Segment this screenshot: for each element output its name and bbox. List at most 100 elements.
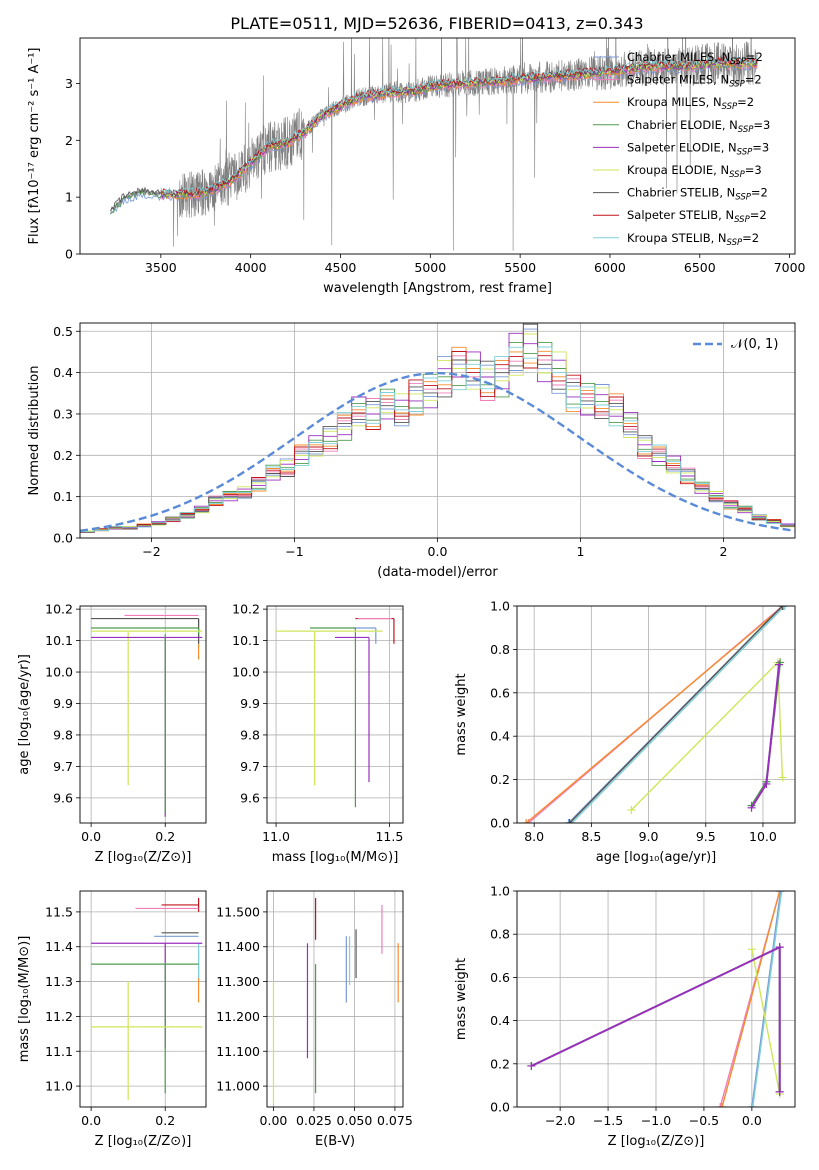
y-tick-label: 0.4 xyxy=(490,729,510,744)
plot-area xyxy=(110,38,758,251)
y-tick-label: 11.2 xyxy=(45,1009,73,1024)
residuals-legend: 𝒩(0, 1) xyxy=(693,337,778,352)
y-tick-label: 9.8 xyxy=(240,727,260,742)
weight-line-chabrier-miles xyxy=(751,891,782,1107)
weight-marker xyxy=(777,891,786,895)
weight-line-salpeter-elodie xyxy=(530,945,781,1092)
model-line-kroupa-stelib xyxy=(160,56,758,196)
y-tick-label: 10.1 xyxy=(232,633,260,648)
y-axis-label: mass [log₁₀(M/M⊙)] xyxy=(17,936,32,1063)
errorbar-point-salpeter-stelib xyxy=(161,897,200,912)
y-tick-label: 1.0 xyxy=(490,599,510,614)
legend-entry-label: 𝒩(0, 1) xyxy=(731,337,778,352)
x-tick-label: 3500 xyxy=(145,260,177,275)
axes-frame xyxy=(79,890,207,1108)
x-axis-label: Z [log₁₀(Z/Z⊙)] xyxy=(95,850,192,865)
plot-area xyxy=(276,617,395,808)
weight-line-kroupa-stelib xyxy=(752,891,783,1107)
panel-age-vs-mass: 11.0 11.5 9.6 9.7 9.8 9.9 10.0 10.1 10.2 mass [lo… xyxy=(232,602,404,865)
grid xyxy=(517,890,795,1108)
x-tick-label: −1 xyxy=(285,544,303,559)
weight-marker xyxy=(779,606,788,610)
y-tick-label: 0.2 xyxy=(490,1056,510,1071)
errorbar-point-chabrier-elodie xyxy=(310,627,356,808)
x-axis-label: age [log₁₀(age/yr)] xyxy=(596,850,717,865)
x-tick-label: 6000 xyxy=(594,260,626,275)
axes: 0.0 0.2 9.6 9.7 9.8 9.9 10.0 10.1 10.2 Z [log₁₀(Z… xyxy=(17,602,207,865)
x-axis-label: (data-model)/error xyxy=(377,565,498,580)
axes: 11.0 11.5 9.6 9.7 9.8 9.9 10.0 10.1 10.2 mass [lo… xyxy=(232,602,404,865)
axes: 0.00 0.025 0.050 0.075 11.000 11.100 11.200 11.… xyxy=(216,890,413,1149)
x-tick-label: 2 xyxy=(720,544,728,559)
axes: −2 −1 0.0 1 2 0.0 0.1 0.2 0.3 0.4 0.5 (data-model)/… xyxy=(27,322,796,580)
weight-marker xyxy=(718,1103,727,1107)
y-tick-label: 1.0 xyxy=(490,884,510,899)
grid xyxy=(267,891,403,1107)
y-tick-label: 10.0 xyxy=(45,665,73,680)
x-tick-label: 0.075 xyxy=(377,1113,413,1128)
errorbar-point-salpeter-elodie xyxy=(91,942,203,1048)
x-tick-label: −1.0 xyxy=(641,1113,671,1128)
x-tick-label: 0.0 xyxy=(81,829,101,844)
weight-line-chabrier-stelib xyxy=(569,606,783,823)
errorbar-point-chabrier-elodie xyxy=(91,963,199,1094)
plot-area xyxy=(80,323,795,538)
x-tick-label: 9.0 xyxy=(639,829,659,844)
y-tick-label: 2 xyxy=(65,133,73,148)
x-axis-label: Z [log₁₀(Z/Z⊙)] xyxy=(608,1134,705,1149)
y-tick-label: 0.0 xyxy=(53,531,73,546)
model-line-salpeter-stelib xyxy=(160,56,758,196)
y-tick-label: 9.8 xyxy=(53,727,73,742)
grid xyxy=(80,606,206,823)
x-tick-label: 0.025 xyxy=(296,1113,332,1128)
y-tick-label: 11.300 xyxy=(216,974,260,989)
legend-entry-label: Salpeter STELIB, NSSP=2 xyxy=(627,208,767,225)
y-tick-label: 11.200 xyxy=(216,1009,260,1024)
x-tick-label: 11.0 xyxy=(262,829,290,844)
axes-frame xyxy=(516,605,796,824)
y-tick-label: 9.9 xyxy=(240,696,260,711)
weight-marker xyxy=(565,819,574,823)
grid xyxy=(80,323,795,539)
weight-marker xyxy=(627,805,636,814)
axes-frame xyxy=(79,605,207,824)
x-tick-label: 7000 xyxy=(774,260,806,275)
x-tick-label: 0.0 xyxy=(742,1113,762,1128)
weight-marker xyxy=(778,606,787,610)
x-tick-label: 0.00 xyxy=(260,1113,288,1128)
legend-entry-label: Chabrier ELODIE, NSSP=3 xyxy=(627,118,770,135)
y-tick-label: 9.9 xyxy=(53,696,73,711)
axes: 3500 4000 4500 5000 5500 6000 6500 7000 0 1 2 3 wave… xyxy=(27,37,806,296)
spectrum-legend: Chabrier MILES, NSSP=2 Salpeter MILES, NS… xyxy=(593,50,770,248)
weight-marker xyxy=(774,660,783,669)
y-tick-label: 0.5 xyxy=(53,324,73,339)
y-tick-label: 0.8 xyxy=(490,927,510,942)
legend-entry-label: Chabrier STELIB, NSSP=2 xyxy=(627,186,768,203)
x-axis-label: E(B-V) xyxy=(315,1134,355,1149)
y-tick-label: 11.400 xyxy=(216,939,260,954)
weight-marker xyxy=(762,779,771,788)
histogram-kroupa-stelib xyxy=(80,346,795,538)
plot-area xyxy=(272,897,399,1104)
weight-line-chabrier-elodie xyxy=(530,945,781,1092)
panel-spectrum: 3500 4000 4500 5000 5500 6000 6500 7000 0 1 2 3 wave… xyxy=(27,37,806,296)
weight-marker xyxy=(716,1103,725,1107)
y-tick-label: 0.6 xyxy=(490,970,510,985)
y-tick-label: 10.2 xyxy=(45,602,73,617)
legend-entry-label: Salpeter MILES, NSSP=2 xyxy=(627,73,762,90)
panel-mass-vs-ebv: 0.00 0.025 0.050 0.075 11.000 11.100 11.200 11.… xyxy=(216,890,413,1149)
x-tick-label: −1.5 xyxy=(593,1113,623,1128)
x-tick-label: −2.0 xyxy=(545,1113,575,1128)
axes: 8.0 8.5 9.0 9.5 10.0 0.0 0.2 0.4 0.6 0.8 1.0 age [l… xyxy=(454,599,796,865)
errorbar-point-chabrier-miles xyxy=(353,627,377,644)
plot-area xyxy=(91,897,203,1101)
errorbar-point-salpeter-elodie xyxy=(91,636,203,817)
x-tick-label: 10.0 xyxy=(749,829,777,844)
x-tick-label: 6500 xyxy=(684,260,716,275)
panel-mass-weight-vs-metallicity: −2.0 −1.5 −1.0 −0.5 0.0 0.0 0.2 0.4 0.6 0.8 1.0 Z [… xyxy=(454,884,796,1149)
panel-residuals: −2 −1 0.0 1 2 0.0 0.1 0.2 0.3 0.4 0.5 (data-model)/… xyxy=(27,322,796,580)
errorbar-point-kroupa-elodie xyxy=(91,981,203,1101)
axes-frame xyxy=(79,37,796,255)
weight-marker xyxy=(748,1103,757,1107)
y-axis-label: Normed distribution xyxy=(27,366,42,496)
